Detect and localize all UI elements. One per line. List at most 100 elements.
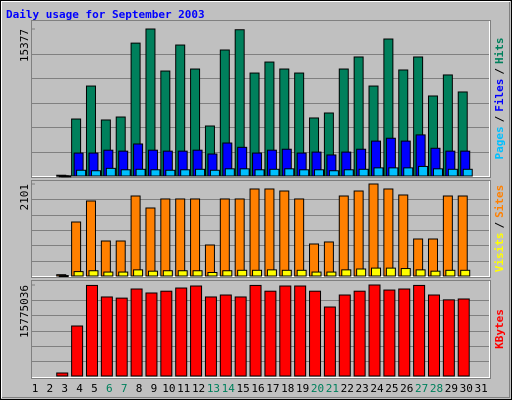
legend-entry: Sites [493,185,506,218]
x-tick-label: 4 [76,382,83,395]
bar [165,169,176,177]
bar [427,294,440,377]
bar [427,238,438,277]
bar [353,190,364,277]
legend: Visits / Sites [493,185,506,273]
legend-entry: Hits [493,38,506,65]
bar [338,195,349,277]
bar [328,170,339,177]
x-tick-label: 16 [251,382,264,395]
bar [326,271,337,277]
bar [281,269,292,277]
x-tick-label: 5 [91,382,98,395]
bar [373,167,384,177]
legend: Pages / Files / Hits [493,38,506,160]
bar [338,294,351,377]
x-tick-label: 18 [281,382,294,395]
bar [249,284,262,377]
bar [462,168,473,177]
bar [311,271,322,277]
bar [445,269,456,277]
bar [204,296,217,377]
x-tick-label: 26 [400,382,413,395]
bar [162,270,173,277]
bar [266,269,277,277]
bar [71,325,84,377]
bar [323,241,334,277]
legend-entry: KBytes [493,309,506,349]
bar [294,198,305,277]
bar [103,271,114,277]
bar [209,169,220,177]
bar [413,284,426,377]
bar [371,267,382,277]
bar [76,169,87,177]
x-tick-label: 11 [177,382,190,395]
bar [175,287,188,377]
bar [341,269,352,277]
bar [398,194,409,277]
bar [190,285,203,377]
bar [249,188,260,277]
x-tick-label: 25 [385,382,398,395]
bar [56,372,69,377]
bar [269,168,280,177]
bar [190,198,201,277]
chart-title: Daily usage for September 2003 [6,8,205,21]
legend-separator: / [493,115,506,122]
x-tick-label: 30 [460,382,473,395]
bar [294,285,307,377]
bar [383,289,396,377]
bar [368,183,379,277]
bar [234,296,247,377]
x-tick-label: 14 [222,382,236,395]
bar [85,200,96,277]
bar [368,284,381,377]
bar [71,221,82,277]
bar [177,270,188,277]
bar [120,169,131,177]
bar [323,306,336,377]
bar [415,269,426,277]
bar [207,271,218,277]
x-tick-label: 15 [237,382,250,395]
x-tick-label: 13 [207,382,220,395]
bar [180,169,191,177]
bar [279,190,290,277]
bar [175,198,186,277]
bar [299,169,310,177]
bar [358,168,369,177]
x-tick-label: 9 [151,382,158,395]
bar [385,267,396,277]
bar [383,188,394,277]
bar [353,290,366,377]
bar [160,198,171,277]
legend-separator: / [493,222,506,229]
bar [460,269,471,277]
bar [90,170,101,177]
y-tick-label: 2101 [18,184,31,211]
legend-separator: / [493,68,506,75]
legend-entry: Files [493,79,506,112]
bar [284,168,295,177]
x-tick-label: 29 [445,382,458,395]
bar [343,169,354,177]
bar [264,188,275,277]
bar [442,299,455,377]
legend: KBytes [493,309,506,349]
x-tick-label: 7 [121,382,128,395]
x-tick-label: 2 [47,382,54,395]
bar [88,270,99,277]
y-tick-label: 15377 [18,29,31,62]
bar [150,169,161,177]
x-tick-label: 8 [136,382,143,395]
bar [85,284,98,377]
x-tick-label: 19 [296,382,309,395]
bar [130,195,141,277]
bar [195,168,206,177]
bar [430,270,441,277]
x-tick-label: 21 [326,382,339,395]
x-tick-label: 6 [106,382,113,395]
x-tick-label: 24 [370,382,384,395]
